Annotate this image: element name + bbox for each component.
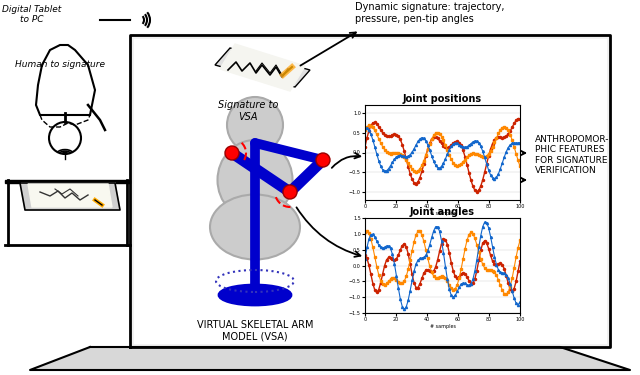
- Circle shape: [227, 97, 283, 153]
- Polygon shape: [5, 180, 130, 183]
- Title: Joint positions: Joint positions: [403, 94, 482, 104]
- Circle shape: [316, 153, 330, 167]
- Circle shape: [225, 146, 239, 160]
- Ellipse shape: [218, 140, 292, 220]
- Text: Dynamic signature: trajectory,
pressure, pen-tip angles: Dynamic signature: trajectory, pressure,…: [355, 2, 504, 24]
- X-axis label: # samples: # samples: [429, 210, 456, 216]
- Ellipse shape: [210, 195, 300, 260]
- Text: Digital Tablet
to PC: Digital Tablet to PC: [3, 5, 61, 24]
- Text: Signature to
VSA: Signature to VSA: [218, 100, 278, 122]
- Ellipse shape: [219, 285, 291, 305]
- Polygon shape: [20, 183, 120, 210]
- Text: VIRTUAL SKELETAL ARM
MODEL (VSA): VIRTUAL SKELETAL ARM MODEL (VSA): [196, 320, 313, 342]
- Polygon shape: [215, 48, 310, 87]
- Text: Human to signature: Human to signature: [15, 60, 105, 69]
- Polygon shape: [220, 44, 305, 91]
- Circle shape: [283, 185, 297, 199]
- Text: ANTHROPOMOR-
PHIC FEATURES
FOR SIGNATURE
VERIFICATION: ANTHROPOMOR- PHIC FEATURES FOR SIGNATURE…: [535, 135, 609, 175]
- Polygon shape: [130, 35, 610, 347]
- Polygon shape: [134, 39, 606, 343]
- X-axis label: # samples: # samples: [429, 324, 456, 328]
- Title: Joint angles: Joint angles: [410, 207, 475, 217]
- Polygon shape: [28, 184, 112, 207]
- Polygon shape: [30, 347, 630, 370]
